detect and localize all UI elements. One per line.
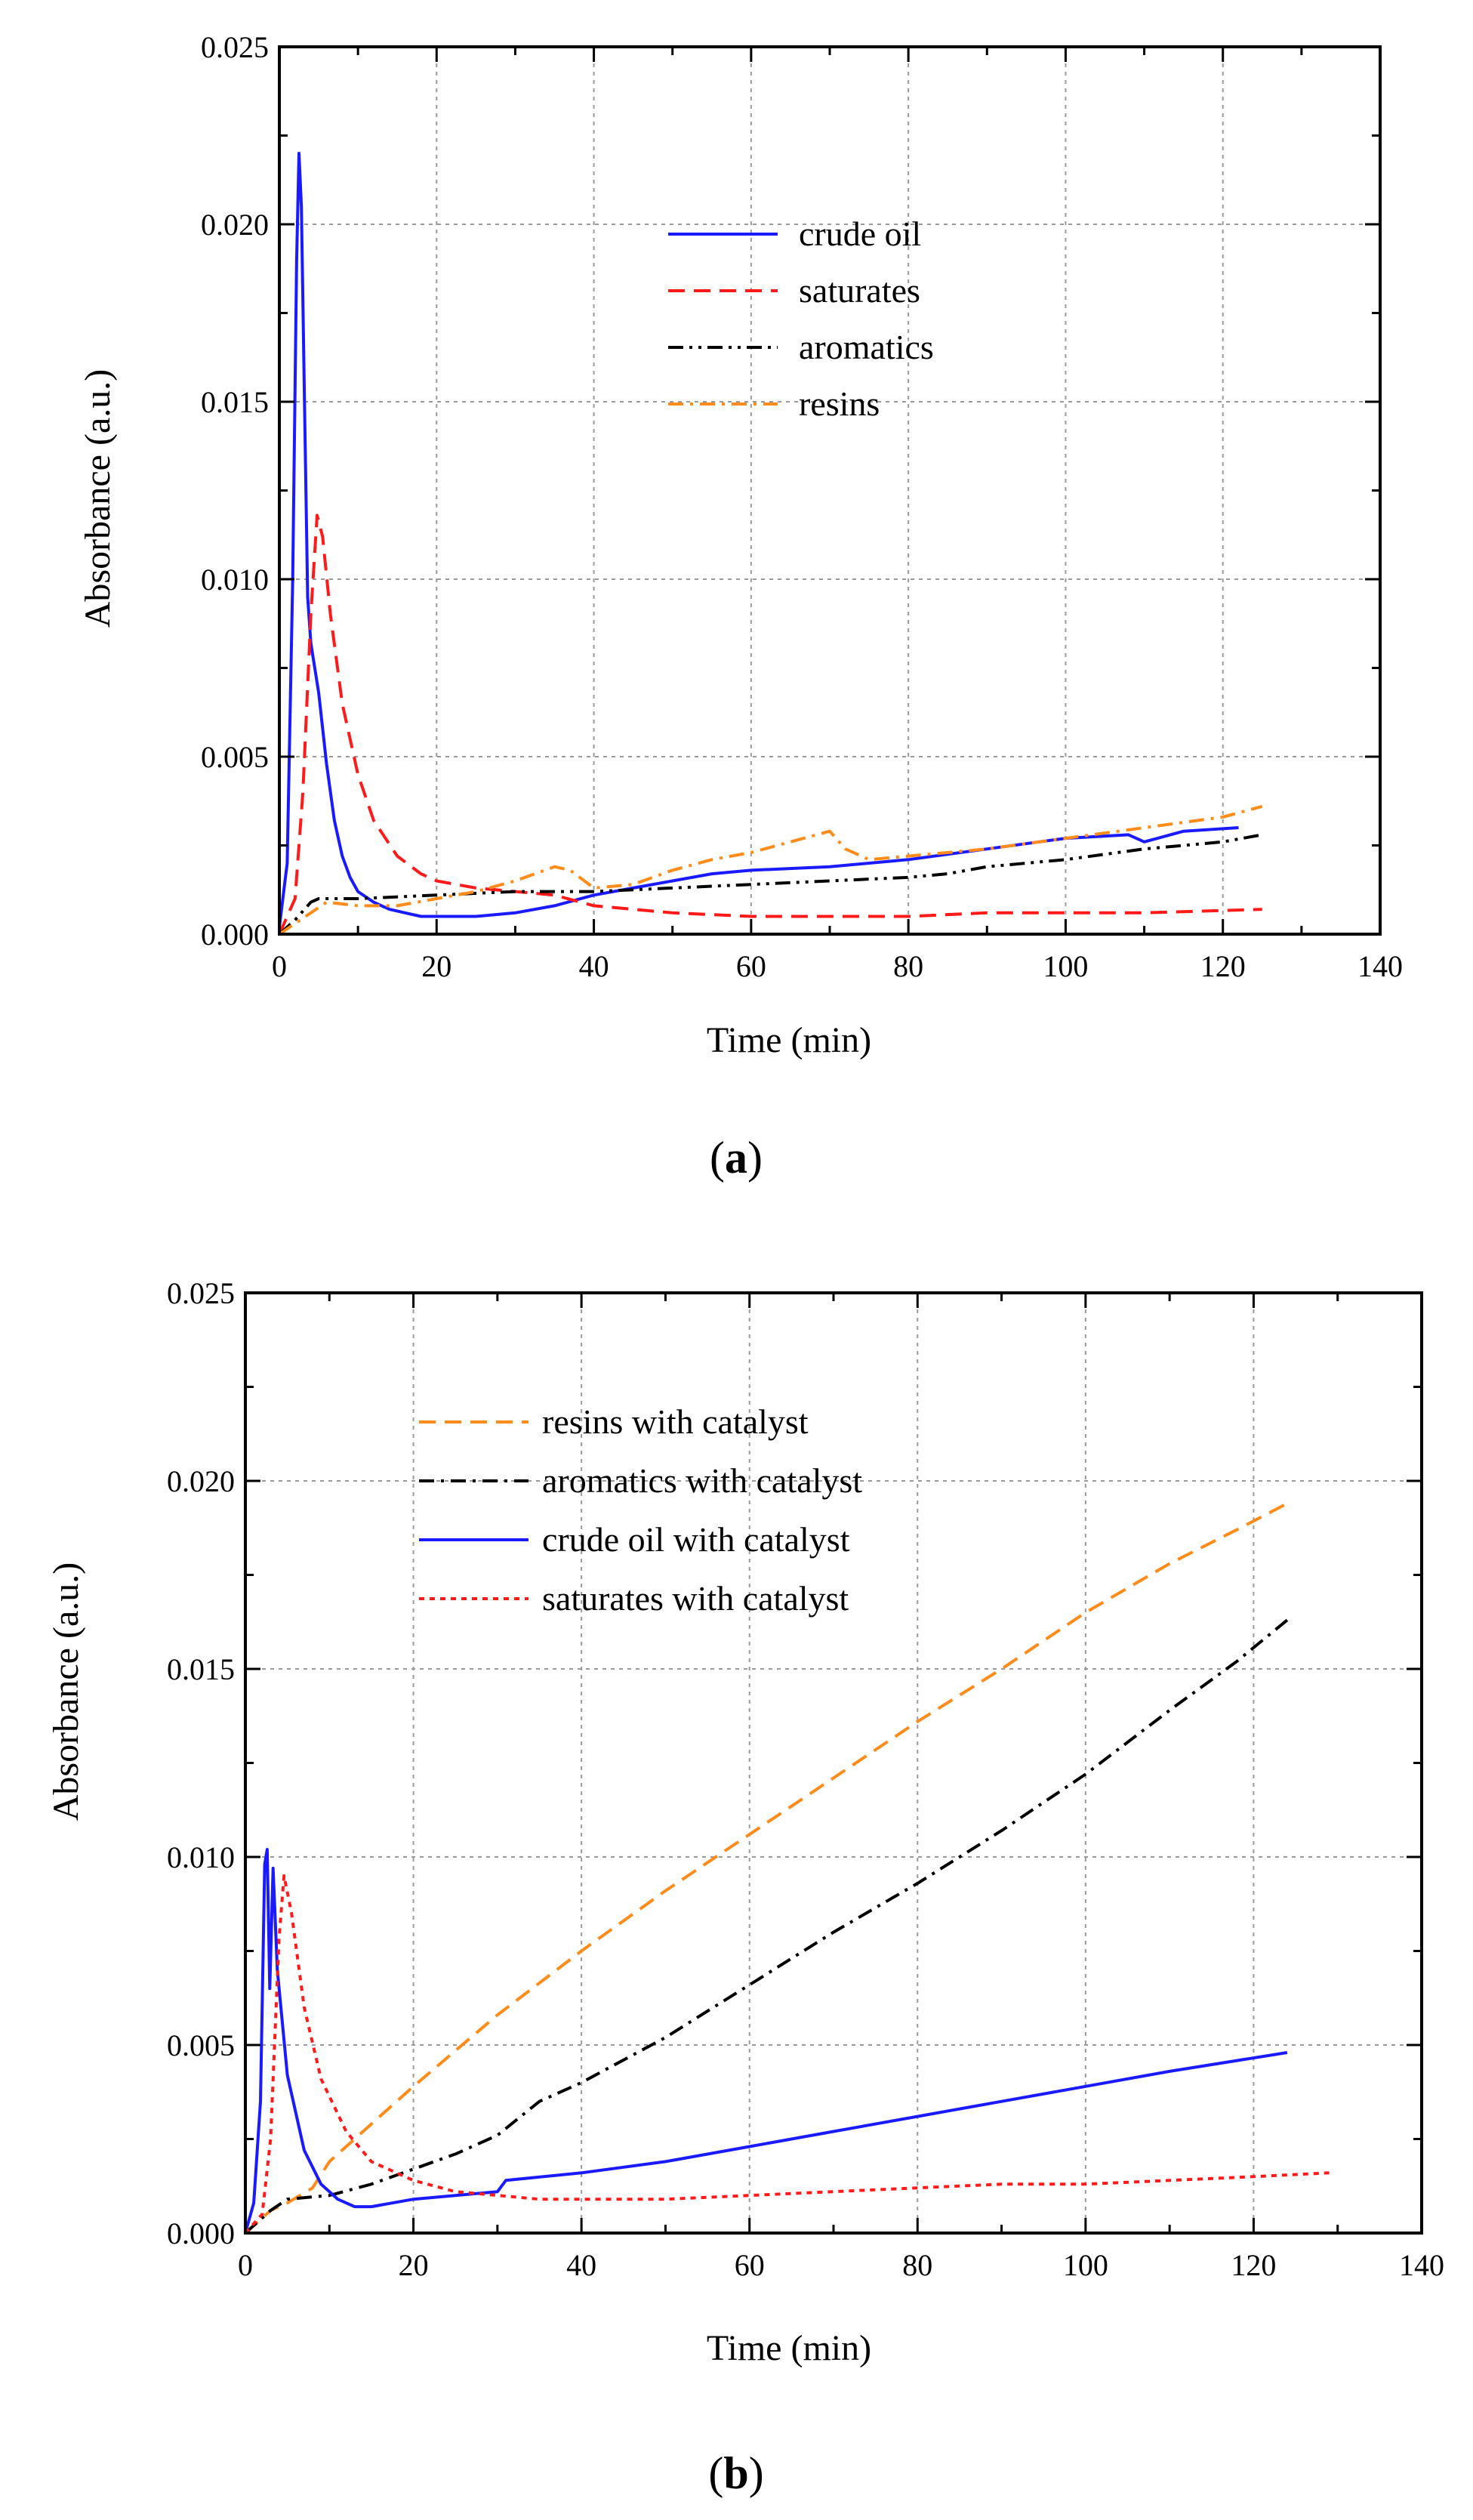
x-tick-label: 120	[1200, 949, 1246, 983]
y-axis-title: Absorbance (a.u.)	[78, 369, 118, 628]
grid	[245, 1293, 1422, 2233]
x-tick-label: 0	[272, 949, 287, 983]
x-tick-label: 140	[1399, 2248, 1444, 2282]
panel-label: (b)	[708, 2448, 763, 2498]
x-tick-label: 0	[238, 2248, 253, 2282]
ticks	[244, 1293, 1422, 2235]
x-tick-label: 60	[736, 949, 766, 983]
chart-panel-b: Time (min) Absorbance (a.u.) (b) 0 20 40 60…	[46, 1276, 1444, 2498]
y-tick-label: 0.005	[167, 2028, 235, 2062]
x-tick-label: 60	[735, 2248, 765, 2282]
series-line-aromatics	[278, 833, 1263, 936]
x-tick-label: 20	[421, 949, 451, 983]
panel-label: (a)	[710, 1133, 763, 1183]
x-tick-label: 40	[579, 949, 609, 983]
series-line-crude-oil	[278, 152, 1239, 927]
y-tick-label: 0.015	[167, 1652, 235, 1686]
y-tick-label: 0.005	[201, 740, 269, 774]
x-tick-label: 40	[566, 2248, 596, 2282]
x-tick-label: 100	[1043, 949, 1088, 983]
x-tick-label: 100	[1063, 2248, 1108, 2282]
grid	[279, 47, 1380, 934]
legend: crude oil saturates aromatics resins	[668, 214, 934, 423]
series-line-crude-oil-with-catalyst	[244, 1848, 1288, 2234]
plot-frame	[244, 1291, 1423, 2235]
legend-label: aromatics with catalyst	[542, 1461, 862, 1500]
y-tick-label: 0.020	[201, 208, 269, 242]
y-tick-label: 0.020	[167, 1464, 235, 1498]
y-tick-label: 0.025	[167, 1276, 235, 1310]
y-axis-title: Absorbance (a.u.)	[46, 1562, 86, 1821]
x-tick-label: 80	[902, 2248, 932, 2282]
x-tick-label: 80	[893, 949, 923, 983]
legend-label: saturates with catalyst	[542, 1579, 849, 1618]
series-line-resins	[278, 804, 1263, 936]
y-tick-label: 0.015	[201, 385, 269, 419]
x-tick-label: 20	[399, 2248, 429, 2282]
legend-label: resins with catalyst	[542, 1402, 809, 1441]
legend-label: resins	[799, 384, 880, 423]
y-tick-label: 0.000	[201, 918, 269, 952]
legend-label: aromatics	[799, 328, 934, 366]
ticks	[278, 47, 1380, 936]
series-line-aromatics-with-catalyst	[244, 1618, 1289, 2235]
series-group	[278, 152, 1263, 936]
series-group	[244, 1502, 1330, 2235]
y-tick-label: 0.010	[201, 563, 269, 597]
x-tick-label: 140	[1357, 949, 1403, 983]
y-tick-label: 0.025	[201, 30, 269, 64]
series-line-resins-with-catalyst	[244, 1502, 1288, 2235]
y-tick-label: 0.000	[167, 2216, 235, 2250]
x-axis-title: Time (min)	[707, 2328, 871, 2368]
series-line-saturates	[278, 514, 1262, 935]
x-axis-title: Time (min)	[707, 1020, 871, 1060]
chart-panel-a: Time (min) Absorbance (a.u.) (a) 0 20 40 60…	[78, 30, 1403, 1183]
legend-label: crude oil with catalyst	[542, 1520, 850, 1559]
legend-label: crude oil	[799, 214, 921, 253]
legend-label: saturates	[799, 271, 920, 310]
y-tick-label: 0.010	[167, 1840, 235, 1874]
panel-label-letter: b	[723, 2448, 748, 2498]
plot-frame	[278, 45, 1382, 936]
panel-label-letter: a	[725, 1133, 747, 1183]
series-line-saturates-with-catalyst	[244, 1874, 1330, 2235]
x-tick-label: 120	[1231, 2248, 1276, 2282]
legend: resins with catalyst aromatics with catal…	[419, 1402, 862, 1618]
